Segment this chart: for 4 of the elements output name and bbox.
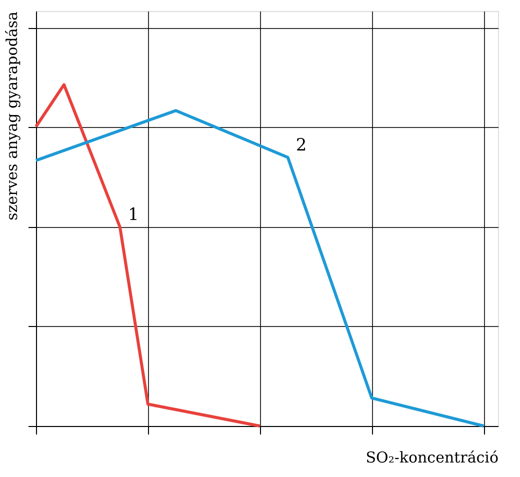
- x-axis-title: SO₂-koncentráció: [366, 448, 498, 466]
- series-label: 2: [296, 135, 307, 156]
- series-label: 1: [128, 204, 139, 225]
- y-axis-title: szerves anyag gyarapodása: [3, 11, 21, 220]
